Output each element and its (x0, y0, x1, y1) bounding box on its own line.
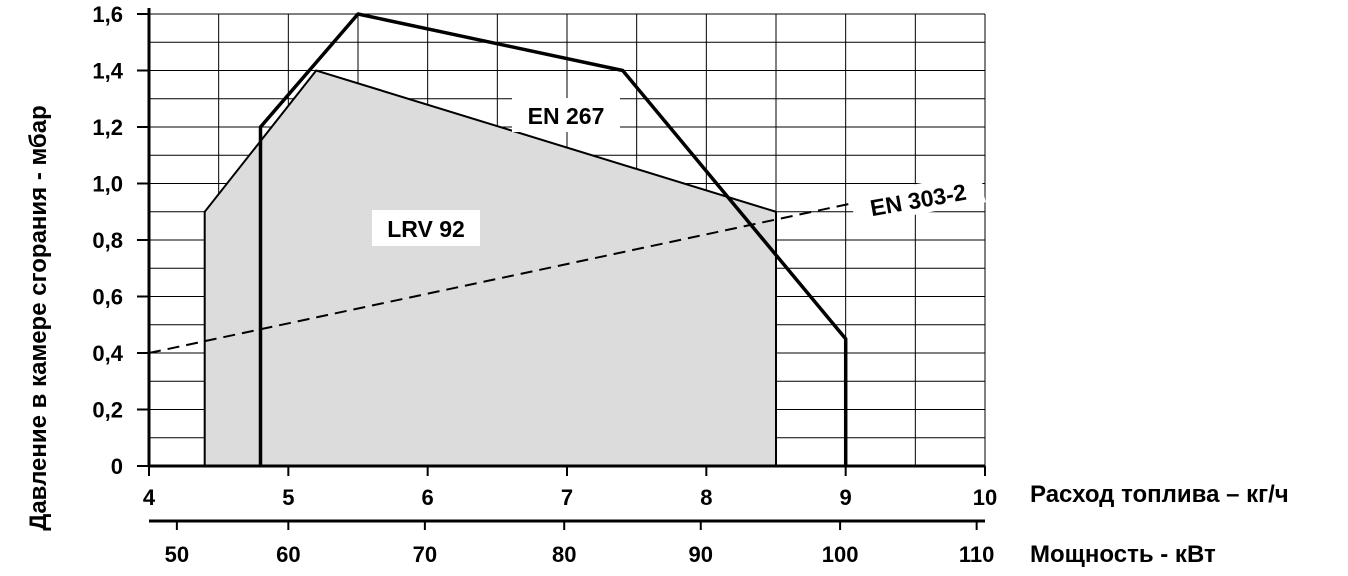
x-tick-label: 4 (143, 485, 156, 510)
y-axis-title: Давление в камере сгорания - мбар (25, 105, 52, 531)
x2-tick-label: 70 (413, 542, 437, 567)
y-tick-label: 0,6 (92, 285, 123, 310)
x2-tick-label: 60 (276, 542, 300, 567)
series-line-en303 (148, 174, 986, 354)
y-tick-label: 1,0 (92, 172, 123, 197)
x2-tick-label: 110 (959, 542, 995, 567)
x-tick-label: 10 (973, 485, 997, 510)
y-tick-label: 0 (111, 454, 123, 479)
series-line-en267 (258, 12, 848, 466)
series-label-lrv92-text: LRV 92 (387, 216, 465, 242)
y-tick-label: 0,8 (92, 228, 123, 253)
series-label-en303: EN 303-2 (850, 172, 986, 226)
x-tick-label: 8 (700, 485, 712, 510)
x2-tick-label: 80 (552, 542, 576, 567)
x-axis-title: Расход топлива – кг/ч (1030, 481, 1289, 508)
series-area-lrv92 (204, 70, 776, 466)
x2-tick-label: 90 (689, 542, 713, 567)
x2-axis-title: Мощность - кВт (1030, 541, 1216, 568)
x2-tick-label: 100 (822, 542, 859, 567)
y-tick-label: 0,2 (92, 398, 123, 423)
y-tick-label: 0,4 (92, 341, 123, 366)
x-tick-label: 6 (422, 485, 434, 510)
series-label-en267-text: EN 267 (528, 103, 605, 129)
series-label-en267: EN 267 (512, 98, 620, 132)
y-tick-label: 1,4 (92, 59, 123, 84)
x-tick-label: 9 (840, 485, 852, 510)
x-tick-label: 7 (561, 485, 573, 510)
series-label-lrv92: LRV 92 (372, 210, 480, 246)
y-tick-label: 1,2 (92, 115, 123, 140)
y-tick-label: 1,6 (92, 2, 123, 27)
series-outline-lrv92 (203, 69, 777, 466)
ticks: 0 0,2 0,4 0,6 0,8 1,0 1,2 1,4 1,6 4 5 6 7 8 9 10 50 60 70 8… (92, 2, 997, 567)
series-layer (148, 12, 986, 466)
x-tick-label: 5 (282, 485, 294, 510)
x2-tick-label: 50 (165, 542, 189, 567)
